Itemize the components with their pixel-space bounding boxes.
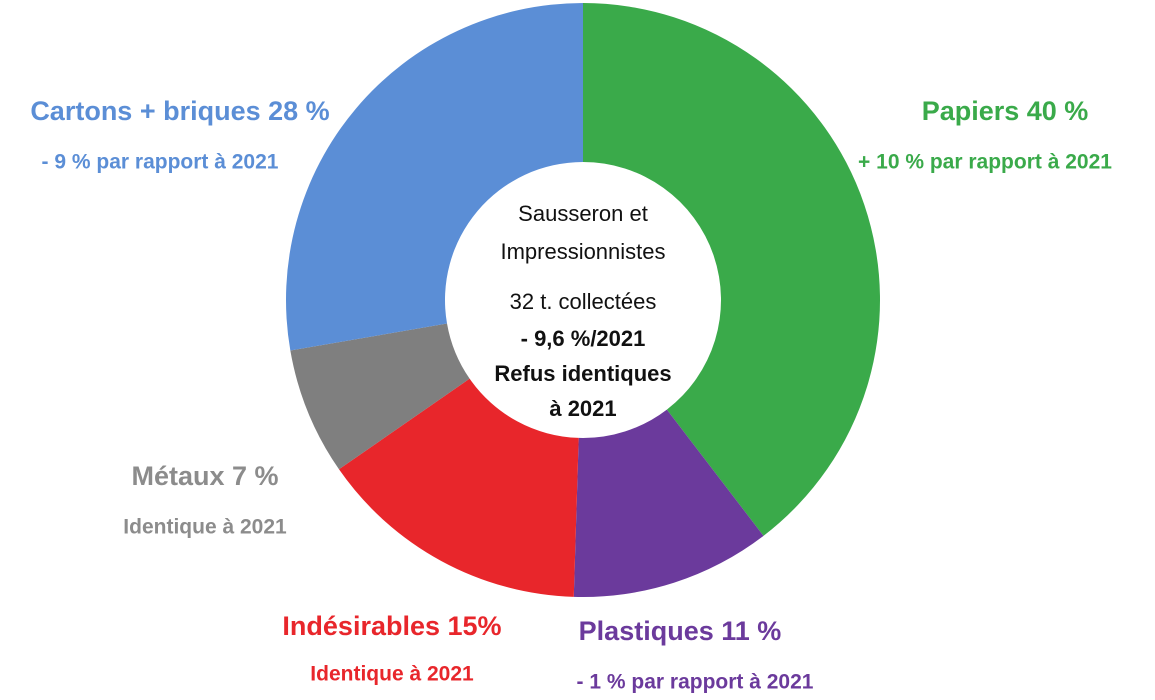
- category-name: Métaux: [131, 461, 224, 491]
- donut-slice: [290, 323, 470, 470]
- donut-slice: [583, 3, 880, 536]
- value-label: 15%: [448, 611, 502, 641]
- slice-label: Métaux 7 %: [131, 461, 278, 491]
- category-name: Plastiques: [579, 616, 714, 646]
- category-name: Indésirables: [282, 611, 440, 641]
- donut-slice: [286, 3, 583, 351]
- category-name: Cartons + briques: [30, 96, 260, 126]
- slice-note: Identique à 2021: [123, 516, 287, 539]
- slice-note: Identique à 2021: [310, 663, 474, 686]
- value-label: 28 %: [268, 96, 330, 126]
- slice-note: - 9 % par rapport à 2021: [42, 151, 279, 174]
- category-name: Papiers: [922, 96, 1020, 126]
- donut-slice: [573, 409, 764, 597]
- value-label: 11 %: [721, 616, 781, 646]
- slice-note: - 1 % par rapport à 2021: [577, 671, 814, 694]
- slice-label: Cartons + briques 28 %: [30, 96, 329, 126]
- center-text: - 9,6 %/2021: [521, 326, 646, 351]
- slice-label: Plastiques 11 %: [579, 616, 782, 646]
- donut-slice: [338, 378, 579, 597]
- center-text: 32 t. collectées: [510, 289, 657, 314]
- slice-label: Indésirables 15%: [282, 611, 501, 641]
- spacer: [1019, 96, 1027, 126]
- slice-note: + 10 % par rapport à 2021: [858, 151, 1112, 174]
- value-label: 7 %: [232, 461, 279, 491]
- spacer: [224, 461, 232, 491]
- center-text: Sausseron et: [518, 201, 648, 226]
- center-text: à 2021: [549, 396, 616, 421]
- center-text: Impressionnistes: [500, 239, 665, 264]
- slice-label: Papiers 40 %: [922, 96, 1089, 126]
- center-text: Refus identiques: [494, 361, 671, 386]
- spacer: [261, 96, 269, 126]
- spacer: [714, 616, 722, 646]
- spacer: [440, 611, 448, 641]
- value-label: 40 %: [1027, 96, 1089, 126]
